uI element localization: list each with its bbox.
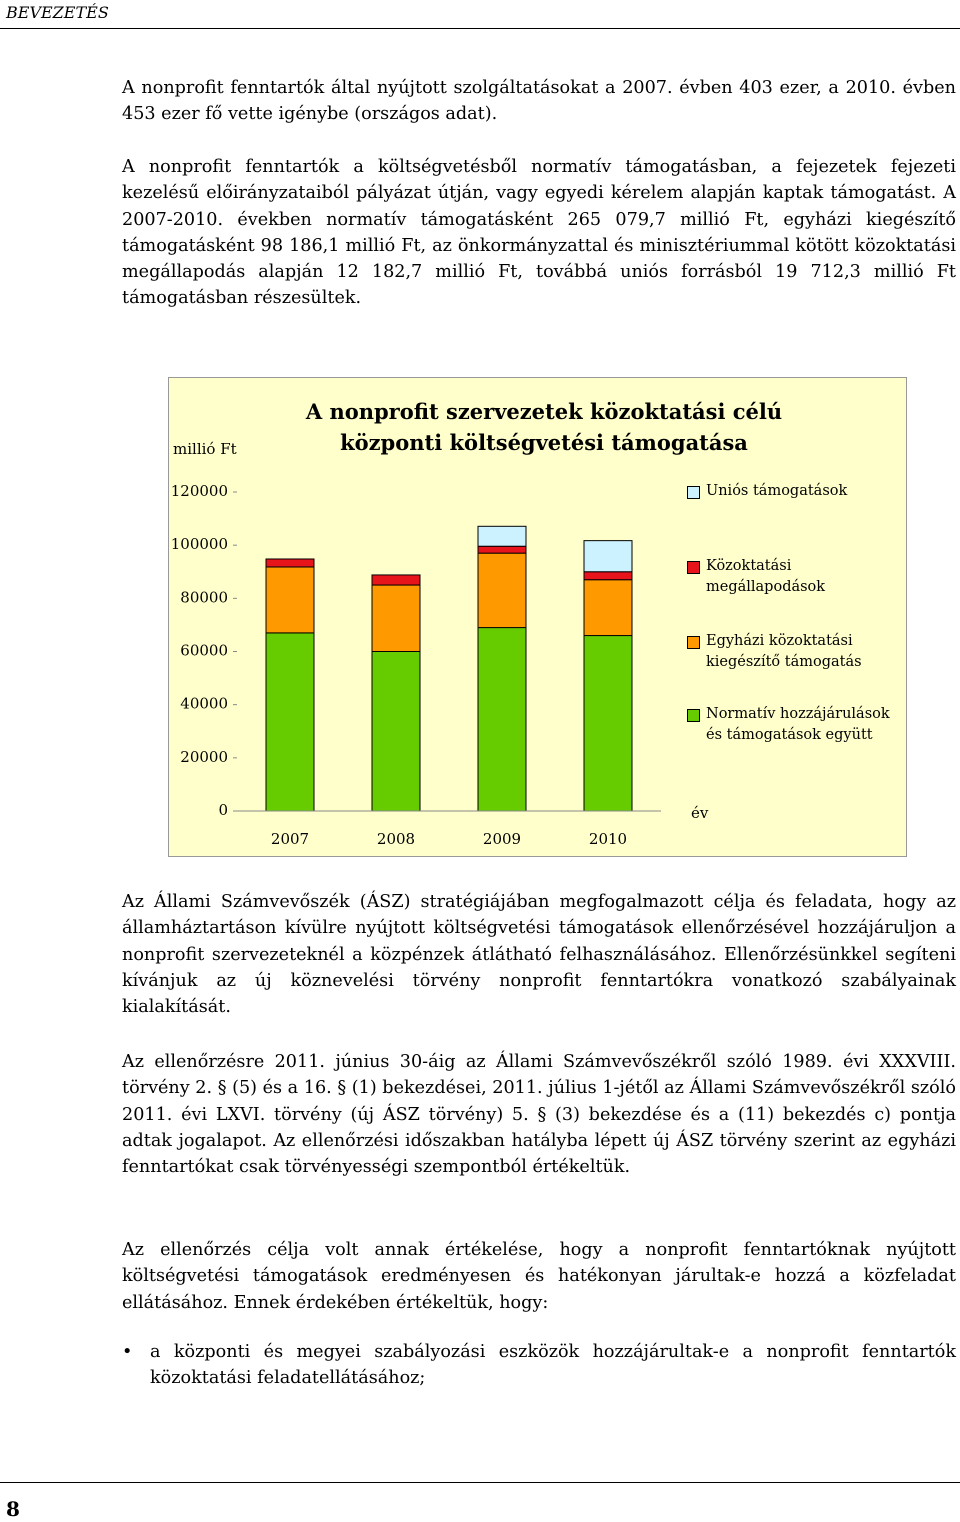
y-tick-label: 120000 xyxy=(171,482,228,500)
x-axis-label: év xyxy=(691,804,709,822)
x-tick-label: 2010 xyxy=(589,830,627,848)
chart-title: A nonprofit szervezetek közoktatási célú… xyxy=(305,399,783,455)
footer-rule xyxy=(0,1482,960,1483)
bar-segment xyxy=(265,558,315,568)
y-tick-label: 40000 xyxy=(180,695,228,713)
legend-swatch xyxy=(687,486,700,499)
bar-segment xyxy=(583,579,633,637)
bullet-list: a központi és megyei szabályozási eszköz… xyxy=(122,1339,956,1392)
bar-segment xyxy=(477,627,527,812)
legend-swatch xyxy=(687,709,700,722)
legend-swatch xyxy=(687,561,700,574)
y-tick-label: 0 xyxy=(218,801,228,819)
x-tick-label: 2009 xyxy=(483,830,521,848)
x-tick-label: 2007 xyxy=(271,830,309,848)
legend-item: Uniós támogatások xyxy=(687,481,902,502)
legend-label: Közoktatási megállapodások xyxy=(706,558,826,595)
legend-label: Egyházi közoktatási kiegészítő támogatás xyxy=(706,633,862,670)
y-tick-label: 100000 xyxy=(171,535,228,553)
bar-segment xyxy=(477,545,527,554)
bar-segment xyxy=(265,632,315,812)
bar-segment xyxy=(583,540,633,573)
header-title: BEVEZETÉS xyxy=(6,3,109,22)
legend-label: Normatív hozzájárulások és támogatások e… xyxy=(706,706,890,743)
bar-segment xyxy=(371,574,421,586)
header-rule xyxy=(0,28,960,29)
bar-segment xyxy=(583,635,633,812)
legend-label: Uniós támogatások xyxy=(706,483,848,499)
y-axis-label: millió Ft xyxy=(173,440,237,458)
legend-item: Normatív hozzájárulások és támogatások e… xyxy=(687,704,902,746)
bar-segment xyxy=(371,584,421,653)
page-number: 8 xyxy=(6,1497,20,1521)
bar-segment xyxy=(477,552,527,629)
legend-item: Közoktatási megállapodások xyxy=(687,556,902,598)
legend-swatch xyxy=(687,636,700,649)
bar-segment xyxy=(371,651,421,812)
legend-item: Egyházi közoktatási kiegészítő támogatás xyxy=(687,631,902,673)
paragraph: Az Állami Számvevőszék (ÁSZ) stratégiájá… xyxy=(122,892,956,1018)
paragraph: Az ellenőrzésre 2011. június 30-áig az Á… xyxy=(122,1052,956,1178)
bullet-item: a központi és megyei szabályozási eszköz… xyxy=(122,1339,956,1392)
y-tick-label: 60000 xyxy=(180,642,228,660)
paragraph: A nonprofit fenntartók a költségvetésből… xyxy=(122,157,956,309)
chart: millió Ft év 0 20000 40000 60000 80000 100000 12… xyxy=(168,377,907,857)
paragraph: A nonprofit fenntartók által nyújtott sz… xyxy=(122,78,956,125)
chart-svg: millió Ft év 0 20000 40000 60000 80000 100000 12… xyxy=(171,440,709,848)
bar-segment xyxy=(477,525,527,547)
paragraph: Az ellenőrzés célja volt annak értékelés… xyxy=(122,1240,956,1313)
bar-segment xyxy=(583,571,633,581)
x-tick-label: 2008 xyxy=(377,830,415,848)
y-tick-label: 20000 xyxy=(180,748,228,766)
y-tick-label: 80000 xyxy=(180,588,228,606)
bar-segment xyxy=(265,566,315,634)
